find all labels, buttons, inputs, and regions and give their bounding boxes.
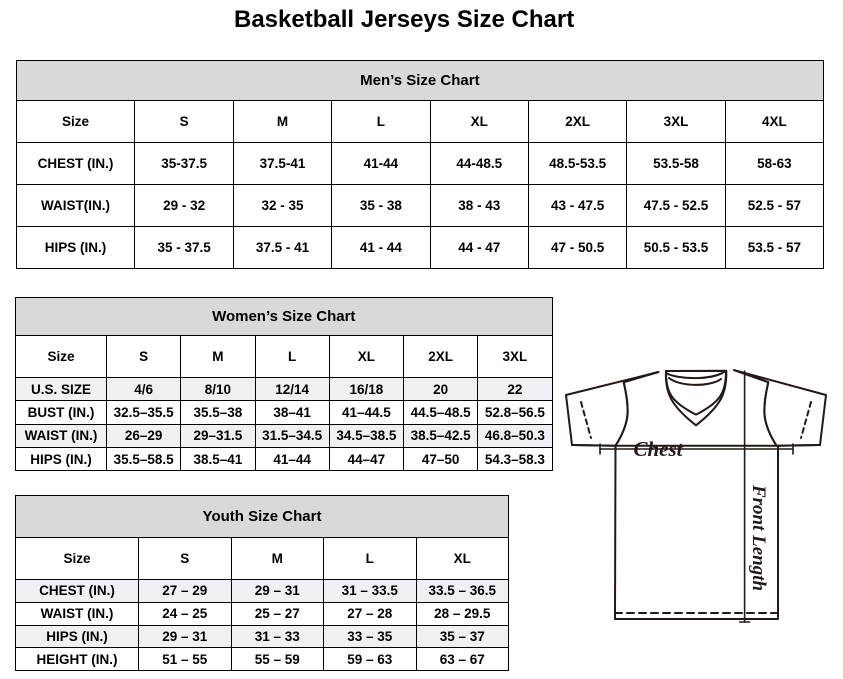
- svg-text:Front Length: Front Length: [748, 484, 769, 591]
- svg-text:Chest: Chest: [633, 437, 683, 461]
